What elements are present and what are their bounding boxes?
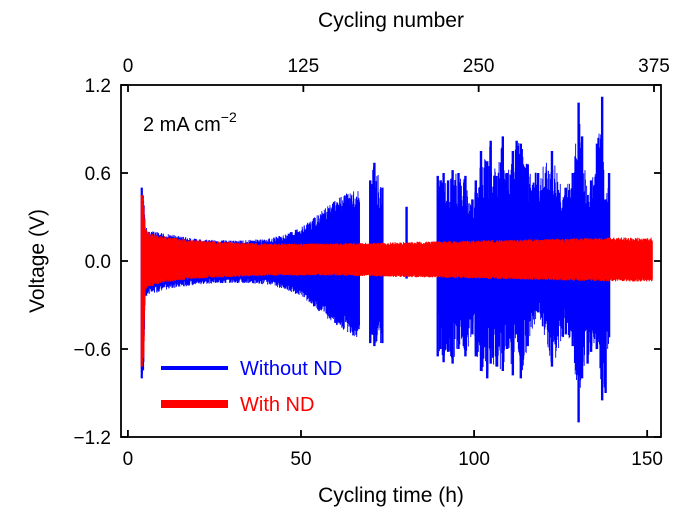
x-tick-label: 150: [631, 449, 663, 470]
x-tick-label: 50: [290, 449, 311, 470]
y-tick-label: 1.2: [85, 76, 111, 97]
y-tick-label: 0.6: [85, 164, 111, 185]
x2-tick-label: 0: [123, 56, 134, 77]
y-tick-label: −1.2: [73, 428, 111, 449]
axis-ticks: 0 50 100 150 0 125 250 375 −1.2 −0.6 0.0 0.6 1.2: [73, 56, 669, 470]
x-tick-label: 100: [458, 449, 490, 470]
x-axis-title: Cycling time (h): [318, 484, 464, 507]
series-with-nd: [140, 195, 653, 367]
annotation-base: 2 mA cm: [143, 114, 221, 136]
annotation-superscript: −2: [221, 109, 237, 125]
y-tick-label: 0.0: [85, 252, 111, 273]
series-envelope: [141, 190, 360, 374]
y-axis-title: Voltage (V): [26, 209, 49, 313]
plot-frame: [120, 84, 662, 438]
x2-tick-label: 125: [287, 56, 319, 77]
plot-area: [140, 96, 653, 423]
legend-label-without-nd: Without ND: [240, 358, 342, 380]
y-tick-label: −0.6: [73, 340, 111, 361]
current-density-annotation: 2 mA cm−2: [143, 109, 237, 136]
legend: Without ND With ND: [161, 358, 342, 416]
x2-axis-title: Cycling number: [318, 9, 464, 32]
x-tick-label: 0: [123, 449, 134, 470]
x2-tick-label: 375: [638, 56, 670, 77]
legend-label-with-nd: With ND: [240, 394, 314, 416]
x2-tick-label: 250: [463, 56, 495, 77]
